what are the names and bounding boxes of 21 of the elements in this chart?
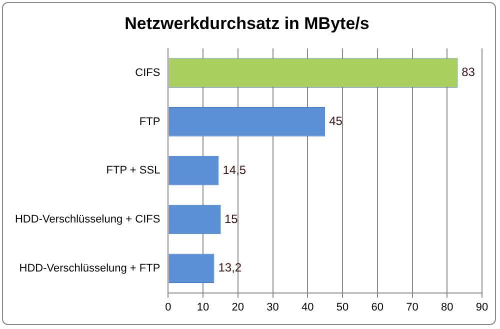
x-tick-label: 40 [302, 301, 314, 314]
data-label: 45 [329, 114, 343, 128]
chart-title: Netzwerkdurchsatz in MByte/s [124, 14, 370, 33]
y-tick-label: FTP [139, 116, 160, 128]
y-tick-label: HDD-Verschlüsselung + FTP [19, 262, 160, 274]
x-tick-label: 80 [441, 301, 454, 314]
data-label: 83 [462, 65, 476, 80]
y-tick-label: CIFS [135, 66, 160, 79]
x-tick-label: 20 [232, 301, 244, 314]
y-tick-label: HDD-Verschlüsselung + CIFS [14, 214, 160, 226]
data-label: 14,5 [222, 162, 246, 177]
data-label: 13,2 [218, 260, 242, 275]
x-tick-label: 30 [266, 301, 279, 314]
data-label: 15 [224, 212, 238, 226]
x-tick-label: 90 [476, 301, 488, 314]
x-tick-label: 0 [165, 301, 172, 314]
y-tick-label: FTP + SSL [106, 164, 160, 177]
x-tick-label: 70 [406, 301, 418, 314]
x-tick-label: 10 [196, 301, 210, 314]
x-tick-label: 50 [336, 301, 349, 314]
x-tick-label: 60 [371, 301, 384, 314]
